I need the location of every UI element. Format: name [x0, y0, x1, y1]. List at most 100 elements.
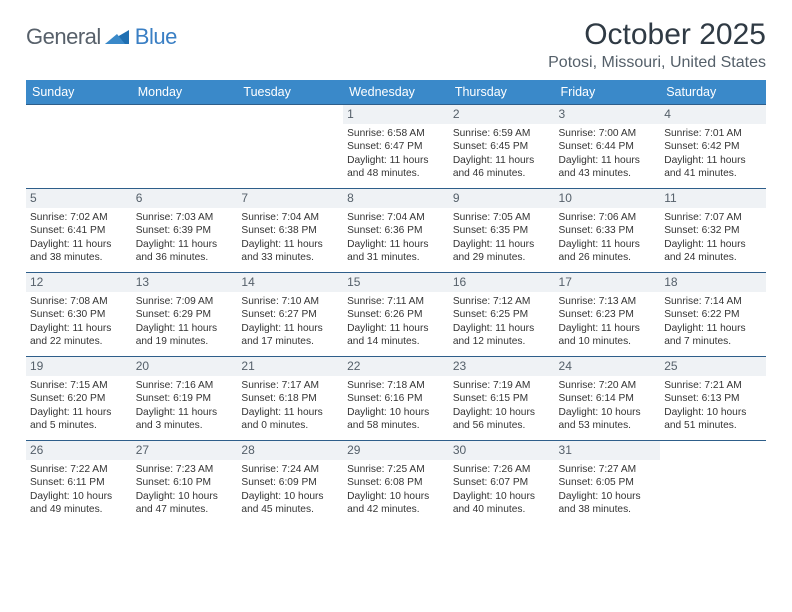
- day-cell: 26Sunrise: 7:22 AMSunset: 6:11 PMDayligh…: [26, 441, 132, 525]
- day-number: 2: [449, 105, 555, 124]
- day-number: 31: [555, 441, 661, 460]
- day-header-row: SundayMondayTuesdayWednesdayThursdayFrid…: [26, 80, 766, 105]
- day-number: 17: [555, 273, 661, 292]
- day-header: Monday: [132, 80, 238, 105]
- logo-text-blue: Blue: [135, 24, 177, 50]
- day-number: 23: [449, 357, 555, 376]
- day-number: 3: [555, 105, 661, 124]
- day-number: 14: [237, 273, 343, 292]
- day-number: 15: [343, 273, 449, 292]
- day-number: 27: [132, 441, 238, 460]
- day-header: Thursday: [449, 80, 555, 105]
- day-number: 12: [26, 273, 132, 292]
- day-cell: 19Sunrise: 7:15 AMSunset: 6:20 PMDayligh…: [26, 357, 132, 441]
- day-cell: 4Sunrise: 7:01 AMSunset: 6:42 PMDaylight…: [660, 105, 766, 189]
- calendar-table: SundayMondayTuesdayWednesdayThursdayFrid…: [26, 80, 766, 525]
- day-details: Sunrise: 7:04 AMSunset: 6:36 PMDaylight:…: [347, 211, 445, 265]
- day-details: Sunrise: 7:03 AMSunset: 6:39 PMDaylight:…: [136, 211, 234, 265]
- day-cell: 3 Sunrise: 7:00 AMSunset: 6:44 PMDaylight…: [555, 105, 661, 189]
- day-details: Sunrise: 6:59 AMSunset: 6:45 PMDaylight:…: [453, 127, 551, 181]
- day-cell: 16Sunrise: 7:12 AMSunset: 6:25 PMDayligh…: [449, 273, 555, 357]
- day-number: 10: [555, 189, 661, 208]
- day-details: Sunrise: 7:17 AMSunset: 6:18 PMDaylight:…: [241, 379, 339, 433]
- day-header: Sunday: [26, 80, 132, 105]
- day-details: Sunrise: 7:08 AMSunset: 6:30 PMDaylight:…: [30, 295, 128, 349]
- day-details: Sunrise: 7:02 AMSunset: 6:41 PMDaylight:…: [30, 211, 128, 265]
- day-number: 26: [26, 441, 132, 460]
- logo-mark-icon: [103, 26, 133, 48]
- day-number: 9: [449, 189, 555, 208]
- day-header: Saturday: [660, 80, 766, 105]
- day-cell: 20 Sunrise: 7:16 AMSunset: 6:19 PMDayligh…: [132, 357, 238, 441]
- calendar-head: SundayMondayTuesdayWednesdayThursdayFrid…: [26, 80, 766, 105]
- header: General Blue October 2025 Potosi, Missou…: [26, 18, 766, 72]
- day-details: Sunrise: 7:15 AMSunset: 6:20 PMDaylight:…: [30, 379, 128, 433]
- day-cell: [660, 441, 766, 525]
- day-cell: 18 Sunrise: 7:14 AMSunset: 6:22 PMDayligh…: [660, 273, 766, 357]
- day-details: Sunrise: 6:58 AMSunset: 6:47 PMDaylight:…: [347, 127, 445, 181]
- location-text: Potosi, Missouri, United States: [548, 54, 766, 72]
- title-block: October 2025 Potosi, Missouri, United St…: [548, 18, 766, 72]
- day-number: 18: [660, 273, 766, 292]
- day-cell: 8 Sunrise: 7:04 AMSunset: 6:36 PMDaylight…: [343, 189, 449, 273]
- day-cell: 25Sunrise: 7:21 AMSunset: 6:13 PMDayligh…: [660, 357, 766, 441]
- month-title: October 2025: [548, 18, 766, 52]
- day-details: Sunrise: 7:26 AMSunset: 6:07 PMDaylight:…: [453, 463, 551, 517]
- day-cell: 6 Sunrise: 7:03 AMSunset: 6:39 PMDaylight…: [132, 189, 238, 273]
- day-cell: 29 Sunrise: 7:25 AMSunset: 6:08 PMDayligh…: [343, 441, 449, 525]
- day-details: Sunrise: 7:14 AMSunset: 6:22 PMDaylight:…: [664, 295, 762, 349]
- day-details: Sunrise: 7:00 AMSunset: 6:44 PMDaylight:…: [559, 127, 657, 181]
- logo: General Blue: [26, 24, 177, 50]
- day-number: 4: [660, 105, 766, 124]
- day-details: Sunrise: 7:20 AMSunset: 6:14 PMDaylight:…: [559, 379, 657, 433]
- day-cell: 9 Sunrise: 7:05 AMSunset: 6:35 PMDaylight…: [449, 189, 555, 273]
- day-details: Sunrise: 7:19 AMSunset: 6:15 PMDaylight:…: [453, 379, 551, 433]
- day-details: Sunrise: 7:13 AMSunset: 6:23 PMDaylight:…: [559, 295, 657, 349]
- calendar-body: 1 Sunrise: 6:58 AMSunset: 6:47 PMDaylight…: [26, 105, 766, 525]
- day-cell: 7 Sunrise: 7:04 AMSunset: 6:38 PMDaylight…: [237, 189, 343, 273]
- day-details: Sunrise: 7:11 AMSunset: 6:26 PMDaylight:…: [347, 295, 445, 349]
- day-number: 5: [26, 189, 132, 208]
- day-header: Wednesday: [343, 80, 449, 105]
- day-cell: [132, 105, 238, 189]
- day-number: 16: [449, 273, 555, 292]
- day-cell: 31Sunrise: 7:27 AMSunset: 6:05 PMDayligh…: [555, 441, 661, 525]
- day-number: 1: [343, 105, 449, 124]
- day-number: 7: [237, 189, 343, 208]
- day-cell: 5 Sunrise: 7:02 AMSunset: 6:41 PMDaylight…: [26, 189, 132, 273]
- day-number: 13: [132, 273, 238, 292]
- day-number: 8: [343, 189, 449, 208]
- week-row: 1 Sunrise: 6:58 AMSunset: 6:47 PMDaylight…: [26, 105, 766, 189]
- day-cell: 14Sunrise: 7:10 AMSunset: 6:27 PMDayligh…: [237, 273, 343, 357]
- day-cell: 23 Sunrise: 7:19 AMSunset: 6:15 PMDayligh…: [449, 357, 555, 441]
- day-header: Friday: [555, 80, 661, 105]
- day-details: Sunrise: 7:25 AMSunset: 6:08 PMDaylight:…: [347, 463, 445, 517]
- day-details: Sunrise: 7:04 AMSunset: 6:38 PMDaylight:…: [241, 211, 339, 265]
- week-row: 26Sunrise: 7:22 AMSunset: 6:11 PMDayligh…: [26, 441, 766, 525]
- day-details: Sunrise: 7:05 AMSunset: 6:35 PMDaylight:…: [453, 211, 551, 265]
- day-number: 22: [343, 357, 449, 376]
- day-number: 29: [343, 441, 449, 460]
- logo-text-general: General: [26, 24, 101, 50]
- day-details: Sunrise: 7:16 AMSunset: 6:19 PMDaylight:…: [136, 379, 234, 433]
- day-cell: 11Sunrise: 7:07 AMSunset: 6:32 PMDayligh…: [660, 189, 766, 273]
- week-row: 5 Sunrise: 7:02 AMSunset: 6:41 PMDaylight…: [26, 189, 766, 273]
- day-number: 24: [555, 357, 661, 376]
- day-cell: 17 Sunrise: 7:13 AMSunset: 6:23 PMDayligh…: [555, 273, 661, 357]
- day-cell: 15 Sunrise: 7:11 AMSunset: 6:26 PMDayligh…: [343, 273, 449, 357]
- day-cell: 24 Sunrise: 7:20 AMSunset: 6:14 PMDayligh…: [555, 357, 661, 441]
- day-number: 20: [132, 357, 238, 376]
- day-cell: 10 Sunrise: 7:06 AMSunset: 6:33 PMDayligh…: [555, 189, 661, 273]
- day-cell: 12 Sunrise: 7:08 AMSunset: 6:30 PMDayligh…: [26, 273, 132, 357]
- day-details: Sunrise: 7:23 AMSunset: 6:10 PMDaylight:…: [136, 463, 234, 517]
- day-cell: 30Sunrise: 7:26 AMSunset: 6:07 PMDayligh…: [449, 441, 555, 525]
- day-number: 28: [237, 441, 343, 460]
- day-cell: 1 Sunrise: 6:58 AMSunset: 6:47 PMDaylight…: [343, 105, 449, 189]
- day-cell: 28Sunrise: 7:24 AMSunset: 6:09 PMDayligh…: [237, 441, 343, 525]
- day-number: 6: [132, 189, 238, 208]
- day-details: Sunrise: 7:06 AMSunset: 6:33 PMDaylight:…: [559, 211, 657, 265]
- day-header: Tuesday: [237, 80, 343, 105]
- day-details: Sunrise: 7:21 AMSunset: 6:13 PMDaylight:…: [664, 379, 762, 433]
- day-details: Sunrise: 7:09 AMSunset: 6:29 PMDaylight:…: [136, 295, 234, 349]
- day-cell: 13 Sunrise: 7:09 AMSunset: 6:29 PMDayligh…: [132, 273, 238, 357]
